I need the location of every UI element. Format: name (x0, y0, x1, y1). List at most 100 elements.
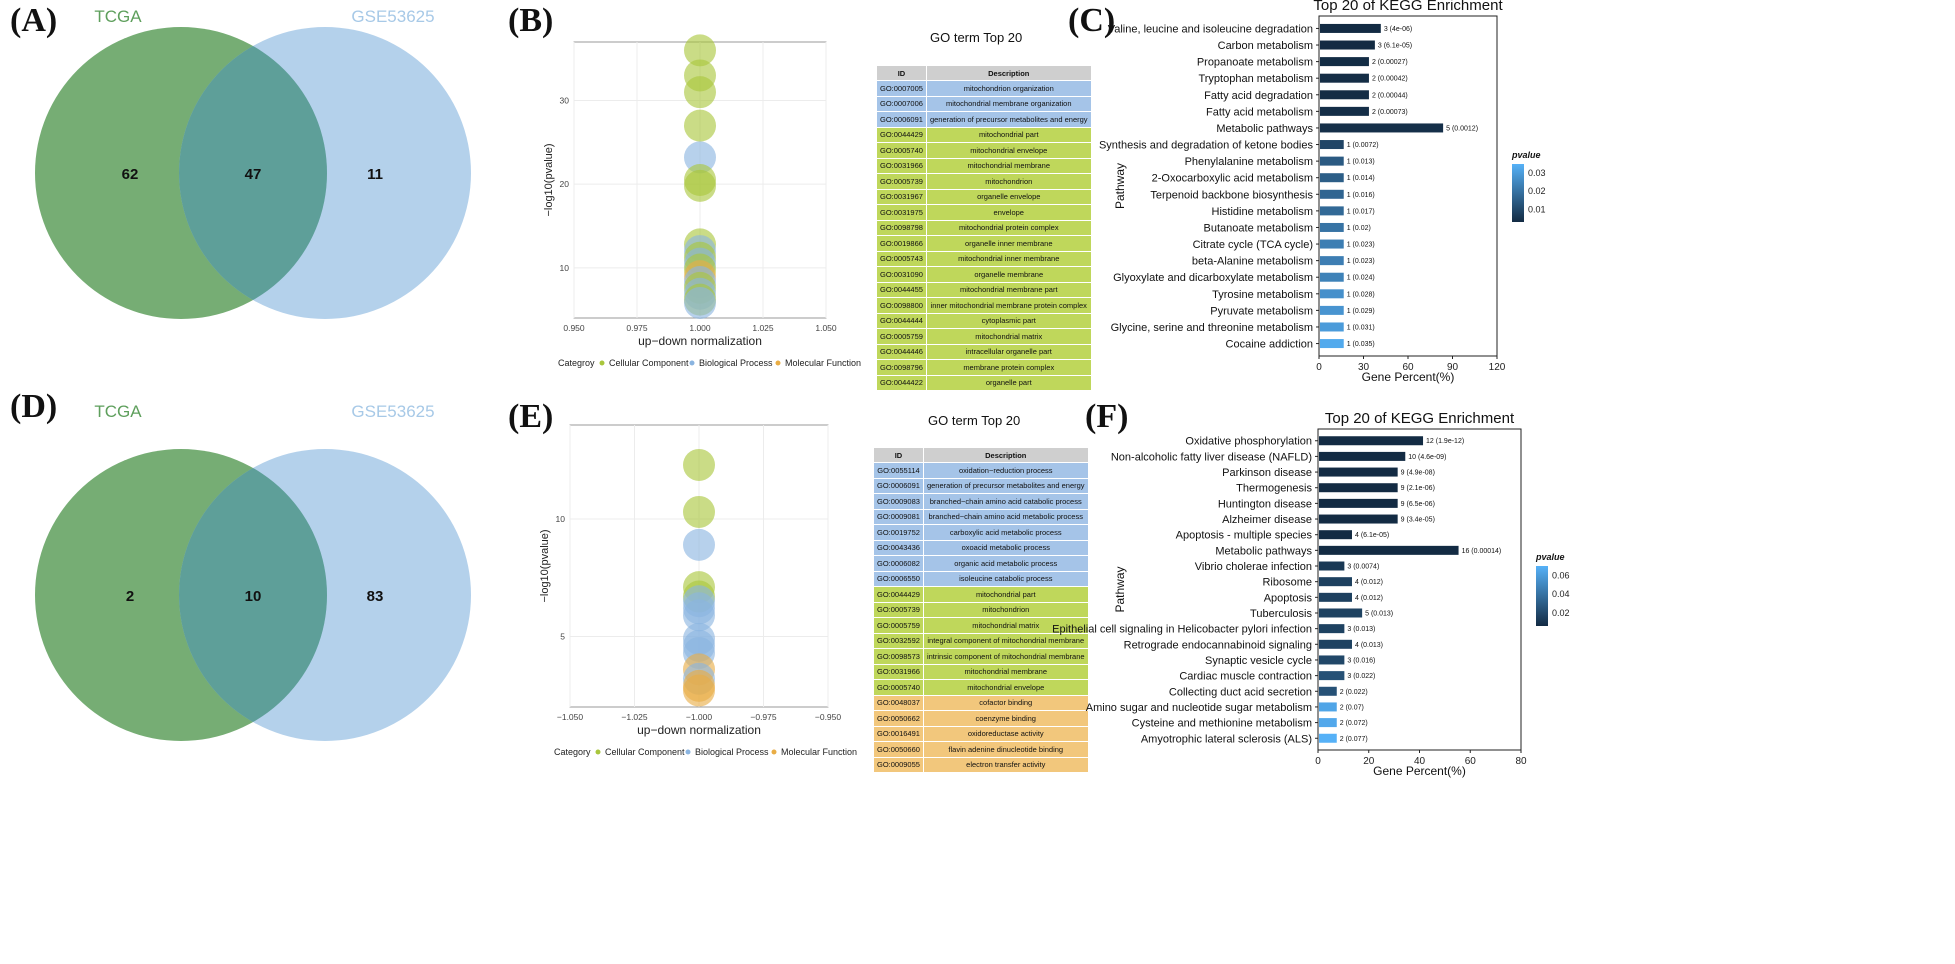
go-description-cell: coenzyme binding (922, 710, 1089, 727)
go-description-cell: intrinsic component of mitochondrial mem… (922, 648, 1089, 665)
bar-data-label: 9 (2.1e-06) (1401, 485, 1435, 492)
table-row: GO:0032592 integral component of mitochon… (873, 632, 1089, 649)
go-description-cell: carboxylic acid metabolic process (922, 524, 1089, 541)
go-table-title-e: GO term Top 20 (928, 413, 1021, 428)
go-description-cell: membrane protein complex (925, 359, 1092, 376)
y-axis-label: −log10(pvalue) (543, 143, 555, 216)
go-id-cell: GO:0005740 (876, 142, 927, 159)
category-label: Metabolic pathways (1216, 123, 1313, 135)
table-row: GO:0043436 oxoacid metabolic process (873, 539, 1089, 556)
category-label: Pyruvate metabolism (1210, 305, 1313, 317)
go-id-cell: GO:0006091 (873, 477, 924, 494)
table-row: GO:0006091 generation of precursor metabo… (873, 477, 1089, 494)
go-id-cell: GO:0006091 (876, 111, 927, 128)
go-id-cell: GO:0050662 (873, 710, 924, 727)
bar (1319, 436, 1424, 446)
legend-label: Molecular Function (781, 747, 857, 757)
y-tick-label: 10 (560, 263, 570, 273)
bar-data-label: 9 (3.4e-05) (1401, 517, 1435, 524)
go-description-cell: mitochondrial protein complex (925, 219, 1092, 236)
go-description-cell: envelope (925, 204, 1092, 221)
category-label: Cysteine and methionine metabolism (1132, 718, 1312, 730)
category-label: Parkinson disease (1222, 467, 1312, 479)
category-label: Cocaine addiction (1226, 339, 1313, 351)
table-row: GO:0055114 oxidation−reduction process (873, 462, 1089, 479)
category-label: Oxidative phosphorylation (1185, 436, 1312, 448)
table-row: GO:0006082 organic acid metabolic process (873, 555, 1089, 572)
x-tick-label: 60 (1465, 756, 1477, 767)
bar-data-label: 3 (4e-06) (1384, 26, 1412, 33)
bar (1320, 140, 1344, 150)
venn-count-overlap: 47 (245, 166, 262, 183)
chart-title: Top 20 of KEGG Enrichment (1325, 410, 1515, 427)
x-tick-label: 90 (1447, 362, 1459, 373)
bar (1319, 639, 1352, 649)
y-tick-label: 30 (560, 96, 570, 106)
table-row: GO:0031966 mitochondrial membrane (873, 663, 1089, 680)
go-table-b: ID Description GO:0007005 mitochondrion o… (876, 65, 1092, 391)
category-label: Metabolic pathways (1215, 545, 1312, 557)
legend-dot (595, 749, 601, 755)
bar (1320, 272, 1344, 282)
category-label: Carbon metabolism (1218, 40, 1313, 52)
table-row: GO:0031975 envelope (876, 204, 1092, 221)
bar-data-label: 3 (0.0074) (1347, 564, 1379, 571)
bar (1320, 57, 1369, 67)
bar-data-label: 2 (0.022) (1340, 689, 1368, 696)
bar (1319, 624, 1345, 634)
x-axis-label: up−down normalization (637, 723, 761, 737)
x-axis-label: Gene Percent(%) (1362, 370, 1455, 384)
venn-label-tcga: TCGA (94, 402, 142, 421)
table-row: GO:0044455 mitochondrial membrane part (876, 281, 1092, 298)
table-row: GO:0005739 mitochondrion (876, 173, 1092, 190)
category-label: Apoptosis - multiple species (1176, 530, 1313, 542)
category-label: Citrate cycle (TCA cycle) (1193, 239, 1313, 251)
bar-data-label: 12 (1.9e-12) (1426, 438, 1464, 445)
go-id-cell: GO:0098796 (876, 359, 927, 376)
go-id-cell: GO:0044429 (876, 126, 927, 143)
venn-label-gse: GSE53625 (351, 7, 434, 26)
x-tick-label: 20 (1363, 756, 1375, 767)
colorbar-title: pvalue (1511, 150, 1541, 160)
go-id-cell: GO:0031090 (876, 266, 927, 283)
table-row: GO:0016491 oxidoreductase activity (873, 725, 1089, 742)
bar (1320, 123, 1444, 133)
category-label: Histidine metabolism (1212, 206, 1313, 218)
legend-label: Biological Process (695, 747, 769, 757)
go-description-cell: flavin adenine dinucleotide binding (922, 741, 1089, 758)
x-tick-label: −1.025 (621, 712, 648, 722)
bar (1319, 608, 1363, 618)
table-row: GO:0098573 intrinsic component of mitocho… (873, 648, 1089, 665)
go-description-cell: inner mitochondrial membrane protein com… (925, 297, 1092, 314)
category-label: Valine, leucine and isoleucine degradati… (1108, 23, 1313, 35)
category-label: Terpenoid backbone biosynthesis (1150, 189, 1313, 201)
go-description-cell: mitochondrial part (925, 126, 1092, 143)
go-id-cell: GO:0016491 (873, 725, 924, 742)
bar-data-label: 2 (0.00042) (1372, 76, 1408, 83)
go-description-cell: mitochondrial membrane part (925, 281, 1092, 298)
category-label: Fatty acid degradation (1204, 90, 1313, 102)
bar (1320, 256, 1344, 266)
go-id-cell: GO:0098798 (876, 219, 927, 236)
go-description-cell: cofactor binding (922, 694, 1089, 711)
bar (1320, 156, 1344, 166)
bar-data-label: 1 (0.017) (1347, 208, 1375, 215)
go-description-cell: branched−chain amino acid catabolic proc… (922, 493, 1089, 510)
venn-count-right: 11 (367, 166, 383, 183)
category-label: Phenylalanine metabolism (1185, 156, 1313, 168)
panel-label-c: (C) (1068, 2, 1116, 39)
bar-data-label: 1 (0.0072) (1347, 142, 1379, 149)
venn-overlap (179, 449, 327, 741)
y-tick-label: 5 (560, 632, 565, 642)
category-label: Collecting duct acid secretion (1169, 686, 1312, 698)
go-bubble-chart-b: 0.950 0.975 1.000 1.025 1.050 10 20 30 up−down n… (543, 34, 861, 368)
legend-title: Categroy (558, 358, 595, 368)
x-tick-label: 30 (1358, 362, 1370, 373)
go-id-cell: GO:0098573 (873, 648, 924, 665)
table-row: GO:0005740 mitochondrial envelope (873, 679, 1089, 696)
go-table-e: ID Description GO:0055114 oxidation−reduc… (873, 447, 1089, 773)
colorbar-tick-label: 0.04 (1552, 589, 1570, 599)
category-label: Vibrio cholerae infection (1195, 561, 1312, 573)
colorbar-title: pvalue (1535, 552, 1565, 562)
go-id-cell: GO:0005743 (876, 250, 927, 267)
